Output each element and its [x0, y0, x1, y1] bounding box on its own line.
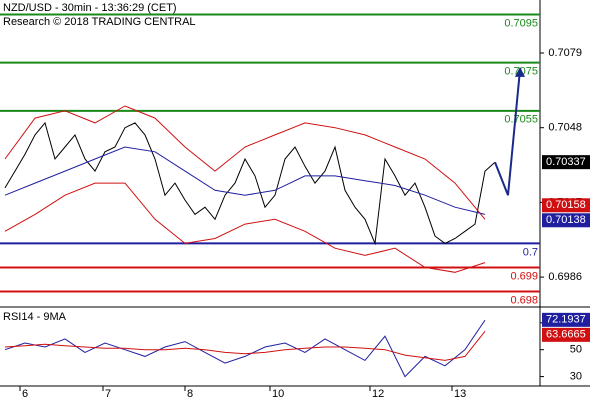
x-tick-label: 6	[22, 388, 28, 400]
price-marker	[542, 312, 590, 327]
series-line	[4, 146, 486, 215]
y-tick-label: 0.7048	[548, 122, 582, 134]
x-tick-label: 13	[454, 388, 466, 400]
level-label: 0.698	[510, 294, 538, 306]
series-line	[4, 121, 496, 246]
price-marker	[542, 327, 590, 342]
arrow-head	[515, 66, 525, 77]
x-tick-label: 12	[372, 388, 384, 400]
series-line	[4, 182, 486, 273]
price-marker	[542, 213, 590, 228]
chart-subtitle: Research © 2018 TRADING CENTRAL	[3, 16, 196, 28]
price-marker-label: 72.1937	[546, 314, 586, 326]
y-tick-label: 30	[570, 370, 582, 382]
price-marker	[542, 155, 590, 170]
price-marker-label: 0.70138	[546, 214, 586, 226]
level-label: 0.7095	[504, 17, 538, 29]
x-tick-label: 7	[105, 388, 111, 400]
y-tick-label: 0.6986	[548, 271, 582, 283]
x-tick-label: 8	[187, 388, 193, 400]
series-line	[4, 330, 486, 361]
x-tick-label: 10	[272, 388, 284, 400]
series-line	[4, 105, 486, 220]
level-label: 0.699	[510, 270, 538, 282]
panel-title: RSI14 - 9MA	[3, 311, 67, 323]
y-tick-label: 50	[570, 344, 582, 356]
price-marker-label: 63.6665	[546, 329, 586, 341]
level-label: 0.7	[523, 246, 538, 258]
price-marker-label: 0.70337	[546, 156, 586, 168]
price-marker	[542, 198, 590, 213]
forecast-arrow	[494, 69, 521, 196]
level-label: 0.7055	[504, 114, 538, 126]
chart-title: NZD/USD - 30min - 13:36:29 (CET)	[3, 2, 177, 14]
y-tick-label: 0.7079	[548, 47, 582, 59]
series-line	[4, 319, 486, 378]
price-marker-label: 0.70158	[546, 199, 586, 211]
